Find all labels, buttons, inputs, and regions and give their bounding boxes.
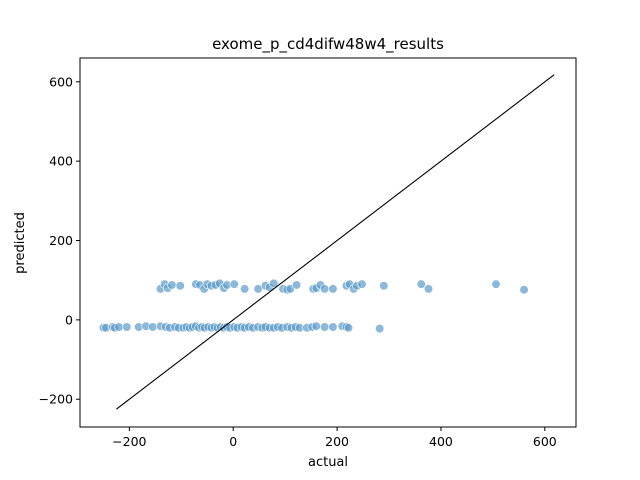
y-tick-label: 0: [65, 312, 73, 327]
data-point: [423, 284, 434, 294]
data-point: [311, 321, 321, 331]
data-point: [357, 279, 367, 289]
data-point: [491, 279, 501, 289]
plot-area: [79, 57, 577, 428]
y-tick-label: 200: [49, 233, 73, 248]
reference-line: [116, 74, 555, 410]
chart-title: exome_p_cd4difw48w4_results: [212, 35, 444, 54]
axes-frame: [79, 57, 577, 428]
x-axis: −200 0 200 400 600: [112, 427, 557, 449]
data-point: [416, 279, 426, 289]
points-layer: [98, 278, 529, 334]
data-point: [320, 284, 330, 294]
y-tick-label: 400: [49, 154, 73, 169]
data-point: [175, 281, 185, 291]
data-point: [148, 322, 158, 332]
data-point: [269, 278, 279, 288]
x-axis-label: actual: [308, 455, 348, 470]
data-point: [379, 281, 389, 291]
x-tick-label: −200: [112, 434, 146, 449]
x-tick-label: 600: [533, 434, 557, 449]
data-point: [114, 322, 124, 332]
x-tick-label: 0: [229, 434, 237, 449]
data-point: [328, 284, 338, 294]
data-point: [320, 322, 330, 332]
y-axis-label: predicted: [13, 212, 28, 274]
y-tick-label: −200: [39, 392, 73, 407]
y-tick-label: 600: [49, 74, 73, 89]
data-point: [375, 324, 385, 334]
x-tick-label: 400: [429, 434, 453, 449]
data-point: [291, 280, 302, 290]
x-tick-label: 200: [325, 434, 349, 449]
data-point: [229, 279, 239, 289]
data-point: [328, 322, 338, 332]
data-point: [167, 280, 177, 290]
data-point: [240, 284, 250, 294]
y-axis: −200 0 200 400 600: [39, 74, 80, 407]
data-point: [343, 323, 354, 333]
data-point: [519, 285, 529, 295]
data-point: [122, 322, 132, 332]
